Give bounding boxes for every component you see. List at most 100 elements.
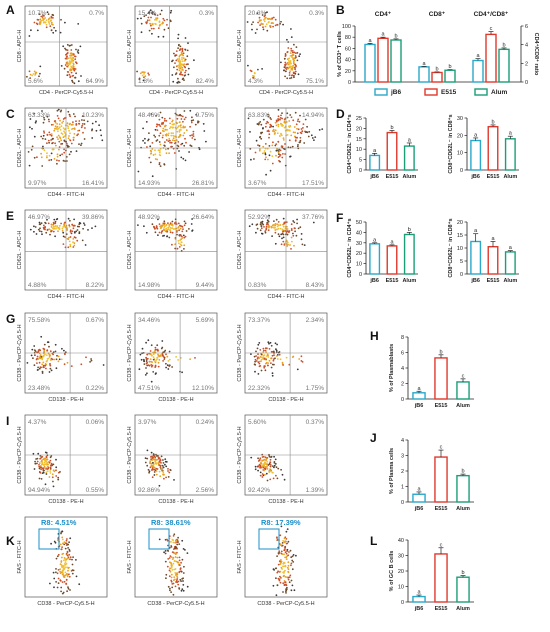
- flow-plot: 63.83% 14.94%3.67% 17.51%CD44 - FITC-HCD62…: [237, 107, 328, 198]
- event-dot: [64, 160, 66, 163]
- event-dot: [34, 354, 36, 356]
- event-dot: [166, 364, 169, 367]
- significance-letter: a: [417, 590, 421, 596]
- y-tick-label: 0: [525, 80, 528, 86]
- event-dot: [160, 9, 163, 12]
- event-dot: [262, 358, 264, 360]
- flow-plot: 48.92% 26.64%14.98% 9.44%CD44 - FITC-HCD62…: [127, 209, 218, 300]
- event-dot: [287, 561, 290, 564]
- event-dot: [166, 565, 169, 568]
- event-dot: [64, 561, 67, 563]
- event-dot: [288, 581, 291, 584]
- event-dot: [263, 469, 265, 472]
- event-dot: [73, 242, 76, 245]
- event-dot: [291, 356, 294, 358]
- event-dot: [147, 364, 150, 366]
- event-dot: [179, 243, 182, 246]
- event-dot: [155, 463, 158, 465]
- event-dot: [176, 573, 179, 576]
- event-dot: [66, 554, 69, 557]
- event-dot: [151, 476, 154, 479]
- event-dot: [259, 349, 262, 351]
- event-dot: [44, 138, 47, 141]
- event-dot: [43, 116, 45, 119]
- event-dot: [170, 579, 173, 582]
- event-dot: [38, 221, 41, 224]
- event-dot: [270, 470, 272, 473]
- event-dot: [38, 367, 41, 370]
- event-dot: [41, 372, 44, 374]
- event-dot: [287, 63, 290, 66]
- event-dot: [182, 234, 185, 237]
- event-dot: [263, 462, 266, 464]
- event-dot: [288, 576, 291, 578]
- event-dot: [183, 224, 186, 227]
- event-dot: [156, 17, 159, 20]
- event-dot: [53, 218, 56, 221]
- event-dot: [140, 31, 143, 34]
- event-dot: [55, 475, 58, 477]
- event-dot: [52, 230, 55, 233]
- y-tick-label: 0: [460, 272, 463, 278]
- event-dot: [67, 125, 69, 128]
- event-dot: [265, 362, 267, 365]
- event-dot: [101, 139, 104, 142]
- bar: [377, 37, 389, 83]
- event-dot: [69, 63, 71, 66]
- event-dot: [271, 144, 274, 147]
- event-dot: [70, 232, 73, 235]
- event-dot: [68, 550, 71, 552]
- event-dot: [70, 142, 73, 145]
- event-dot: [247, 117, 250, 120]
- event-dot: [275, 124, 278, 127]
- event-dot: [56, 586, 59, 589]
- event-dot: [291, 568, 294, 571]
- event-dot: [282, 562, 285, 565]
- event-dot: [151, 32, 153, 35]
- event-dot: [175, 539, 177, 541]
- event-dot: [151, 361, 154, 363]
- event-dot: [250, 158, 252, 161]
- event-dot: [78, 129, 81, 132]
- event-dot: [153, 134, 156, 137]
- quadrant-lower-left-value: 1.8%: [138, 78, 153, 85]
- y-tick-label: 6: [401, 351, 404, 357]
- event-dot: [141, 71, 144, 74]
- bar: [386, 131, 398, 171]
- event-dot: [163, 144, 166, 147]
- event-dot: [174, 556, 177, 558]
- event-dot: [77, 80, 80, 83]
- quadrant-lower-left-value: 5.6%: [28, 78, 43, 85]
- event-dot: [49, 20, 52, 22]
- event-dot: [284, 153, 286, 155]
- event-dot: [70, 365, 73, 367]
- event-dot: [62, 568, 65, 571]
- event-dot: [47, 222, 50, 225]
- event-dot: [281, 117, 283, 120]
- event-dot: [192, 135, 195, 138]
- event-dot: [169, 126, 172, 128]
- event-dot: [177, 240, 180, 242]
- event-dot: [69, 556, 72, 559]
- event-dot: [164, 550, 167, 552]
- event-dot: [72, 59, 75, 62]
- event-dot: [262, 26, 264, 29]
- event-dot: [284, 576, 287, 578]
- event-dot: [59, 154, 62, 157]
- event-dot: [86, 120, 89, 123]
- event-dot: [293, 51, 296, 54]
- event-dot: [168, 557, 171, 559]
- flow-x-axis-title: CD38 - PerCP-Cy5.5-H: [37, 601, 94, 607]
- event-dot: [276, 228, 278, 231]
- event-dot: [261, 476, 264, 478]
- x-tick-label: Alum: [402, 174, 416, 180]
- event-dot: [266, 347, 268, 350]
- event-dot: [30, 148, 33, 151]
- event-dot: [152, 356, 155, 358]
- event-dot: [283, 553, 285, 556]
- event-dot: [286, 548, 289, 551]
- event-dot: [171, 569, 174, 571]
- event-dot: [189, 144, 192, 147]
- event-dot: [50, 139, 52, 141]
